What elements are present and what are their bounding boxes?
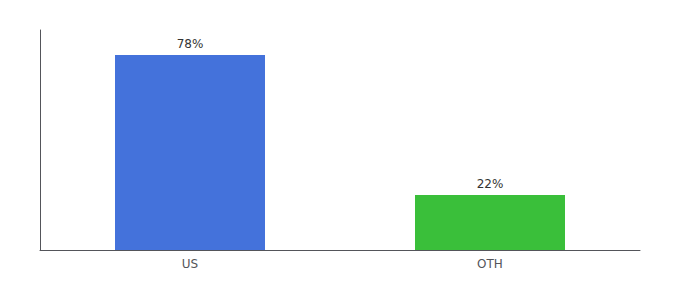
svg-text:OTH: OTH: [477, 257, 503, 271]
svg-text:US: US: [182, 257, 198, 271]
svg-text:22%: 22%: [477, 177, 504, 191]
svg-text:78%: 78%: [177, 37, 204, 51]
